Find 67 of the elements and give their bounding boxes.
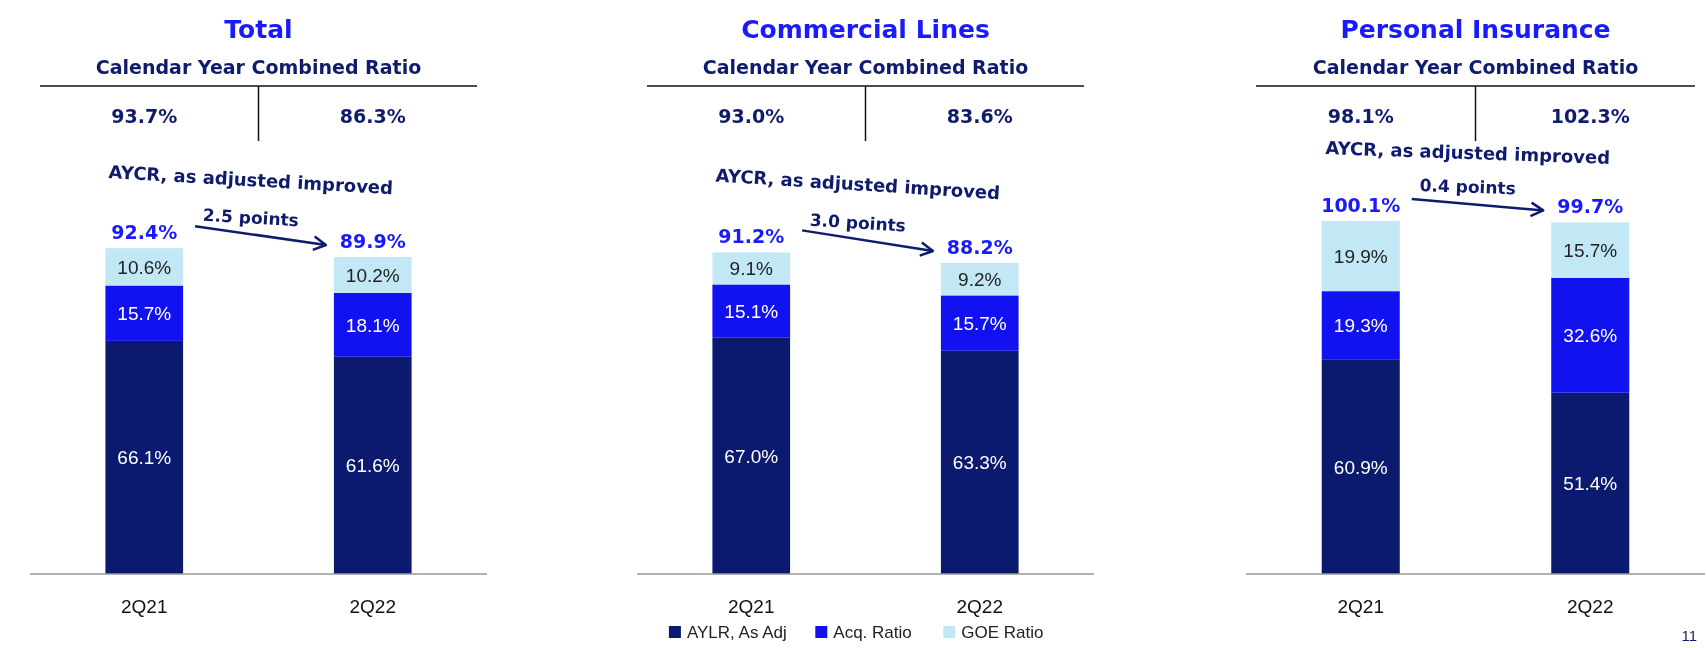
legend-label: GOE Ratio <box>961 623 1044 642</box>
data-label: 67.0% <box>724 445 779 467</box>
bar <box>1551 222 1630 278</box>
bar <box>712 284 791 338</box>
total-label: 92.4% <box>111 221 178 244</box>
data-label: 15.7% <box>1563 240 1618 262</box>
data-label: 32.6% <box>1563 325 1618 347</box>
legend-label: Acq. Ratio <box>833 623 912 642</box>
x-tick-label: 2Q22 <box>956 596 1003 617</box>
text: 86.3% <box>339 105 406 127</box>
data-label: 15.7% <box>952 313 1007 335</box>
text: 93.7% <box>111 105 178 127</box>
data-label: 10.6% <box>117 256 172 278</box>
data-label: 66.1% <box>117 447 172 469</box>
total-label: 99.7% <box>1557 195 1624 218</box>
x-tick-label: 2Q22 <box>349 596 396 617</box>
bar <box>105 340 184 574</box>
bar <box>1321 359 1400 574</box>
total-label: 100.1% <box>1321 194 1401 216</box>
data-label: 63.3% <box>952 452 1007 474</box>
legend-label: AYLR, As Adj <box>686 623 787 642</box>
bar <box>1321 291 1400 360</box>
data-label: 19.3% <box>1333 315 1388 337</box>
chart-subtitle: Calendar Year Combined Ratio <box>95 56 422 78</box>
data-label: 61.6% <box>345 455 400 477</box>
text: 3.0 points <box>809 209 907 236</box>
text: 98.1% <box>1327 105 1394 127</box>
text: 83.6% <box>946 105 1013 127</box>
bar <box>940 295 1019 351</box>
bar <box>333 292 412 357</box>
text: 2.5 points <box>202 204 300 231</box>
chart-subtitle: Calendar Year Combined Ratio <box>1312 56 1639 78</box>
bar <box>1321 221 1400 292</box>
bar <box>105 285 184 341</box>
bar <box>105 248 184 286</box>
total-label: 91.2% <box>718 225 785 248</box>
data-label: 19.9% <box>1333 246 1388 268</box>
data-label: 9.2% <box>958 269 1002 291</box>
text: 102.3% <box>1550 105 1630 127</box>
chart-title: Commercial Lines <box>741 15 990 44</box>
bar <box>1551 392 1630 574</box>
bar <box>940 350 1019 574</box>
data-label: 60.9% <box>1333 456 1388 478</box>
chart-title: Personal Insurance <box>1340 15 1611 44</box>
total-label: 89.9% <box>339 229 406 252</box>
x-tick-label: 2Q22 <box>1567 596 1614 617</box>
bar <box>333 356 412 574</box>
data-label: 9.1% <box>729 258 774 280</box>
x-tick-label: 2Q21 <box>121 596 168 617</box>
data-label: 15.7% <box>117 303 172 325</box>
bar <box>1551 277 1630 393</box>
chart-title: Total <box>224 15 293 44</box>
text: 0.4 points <box>1419 175 1517 199</box>
bar <box>712 337 791 574</box>
data-label: 10.2% <box>345 264 400 286</box>
data-label: 51.4% <box>1563 473 1618 495</box>
total-label: 88.2% <box>946 235 1013 258</box>
text: 93.0% <box>718 105 785 127</box>
text: AYCR, as adjusted improved <box>108 161 394 199</box>
x-tick-label: 2Q21 <box>728 596 775 617</box>
text: AYCR, as adjusted improved <box>1325 137 1611 168</box>
x-tick-label: 2Q21 <box>1337 596 1384 617</box>
text: AYCR, as adjusted improved <box>715 164 1001 204</box>
data-label: 15.1% <box>724 301 779 323</box>
chart-subtitle: Calendar Year Combined Ratio <box>702 56 1029 78</box>
data-label: 18.1% <box>345 314 400 336</box>
text: 11 <box>1681 627 1697 644</box>
